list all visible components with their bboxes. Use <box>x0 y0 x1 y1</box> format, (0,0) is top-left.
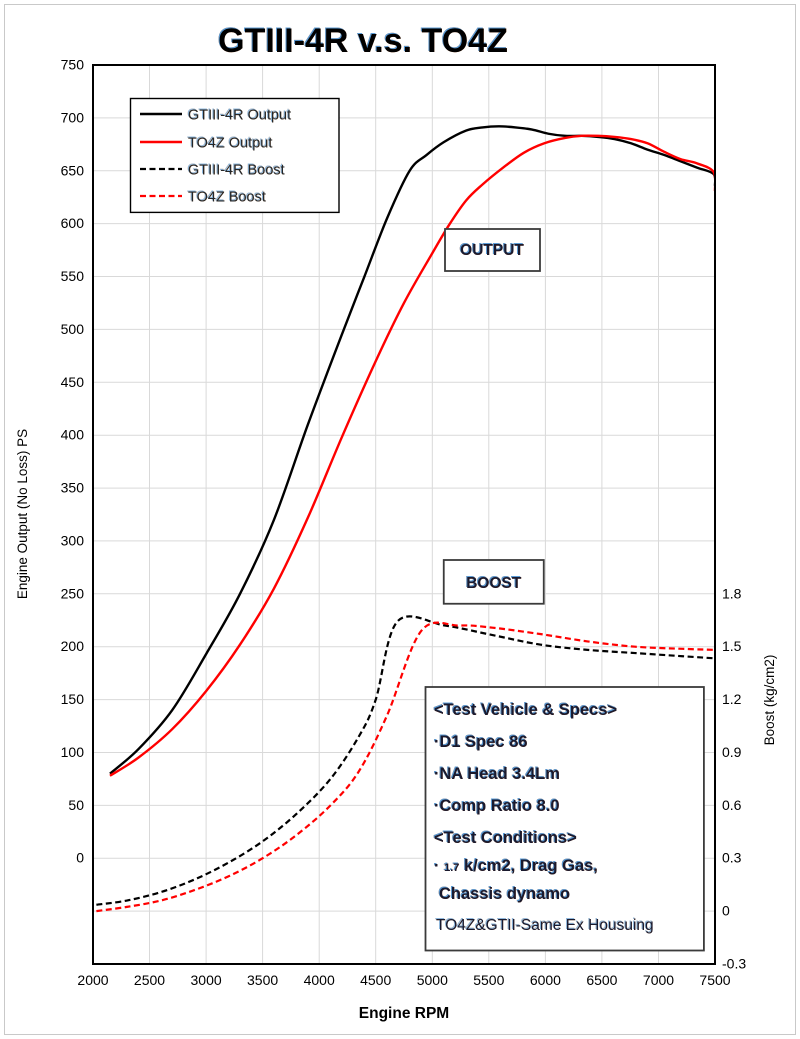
svg-text:1.2: 1.2 <box>722 691 742 707</box>
svg-text:2500: 2500 <box>134 972 165 988</box>
svg-text:TO4Z&GTII-Same Ex Housuing: TO4Z&GTII-Same Ex Housuing <box>436 917 654 934</box>
svg-text:OUTPUT: OUTPUT <box>460 242 524 259</box>
svg-text:·D1 Spec 86: ·D1 Spec 86 <box>434 733 528 751</box>
svg-text:500: 500 <box>61 321 85 337</box>
svg-text:700: 700 <box>61 109 85 125</box>
svg-text:TO4Z Output: TO4Z Output <box>188 136 272 152</box>
svg-text:750: 750 <box>61 57 85 73</box>
svg-text:Engine Output (No Loss) PS: Engine Output (No Loss) PS <box>15 429 30 599</box>
svg-text:4500: 4500 <box>360 972 391 988</box>
svg-text:GTIII-4R Output: GTIII-4R Output <box>188 108 291 124</box>
svg-text:3500: 3500 <box>247 972 278 988</box>
svg-text:0: 0 <box>76 850 84 866</box>
svg-text:<Test Vehicle & Specs>: <Test Vehicle & Specs> <box>434 701 617 719</box>
svg-text:100: 100 <box>61 744 85 760</box>
svg-text:2000: 2000 <box>77 972 108 988</box>
svg-text:50: 50 <box>68 797 84 813</box>
svg-text:400: 400 <box>61 427 85 443</box>
svg-text:250: 250 <box>61 585 85 601</box>
svg-text:0.6: 0.6 <box>722 797 742 813</box>
svg-text:GTIII-4R Boost: GTIII-4R Boost <box>188 163 285 179</box>
svg-text:TO4Z Boost: TO4Z Boost <box>188 190 266 206</box>
svg-text:6500: 6500 <box>586 972 617 988</box>
svg-text:550: 550 <box>61 268 85 284</box>
svg-text:1.5: 1.5 <box>722 638 742 654</box>
svg-text:Boost (kg/cm2): Boost (kg/cm2) <box>762 655 777 746</box>
svg-text:600: 600 <box>61 215 85 231</box>
svg-text:·NA Head 3.4Lm: ·NA Head 3.4Lm <box>434 765 560 783</box>
svg-text:5500: 5500 <box>473 972 504 988</box>
svg-text:<Test Conditions>: <Test Conditions> <box>434 829 577 847</box>
svg-text:7000: 7000 <box>643 972 674 988</box>
svg-text:0.3: 0.3 <box>722 850 742 866</box>
svg-text:5000: 5000 <box>417 972 448 988</box>
svg-text:BOOST: BOOST <box>466 575 522 592</box>
svg-text:4000: 4000 <box>304 972 335 988</box>
svg-text:6000: 6000 <box>530 972 561 988</box>
svg-text:650: 650 <box>61 162 85 178</box>
svg-text:1.8: 1.8 <box>722 585 742 601</box>
svg-text:Chassis dynamo: Chassis dynamo <box>439 885 570 903</box>
svg-text:150: 150 <box>61 691 85 707</box>
svg-text:3000: 3000 <box>191 972 222 988</box>
svg-text:350: 350 <box>61 480 85 496</box>
svg-text:-0.3: -0.3 <box>722 956 746 972</box>
svg-text:·Comp Ratio 8.0: ·Comp Ratio 8.0 <box>434 797 560 815</box>
svg-text:7500: 7500 <box>699 972 730 988</box>
svg-text:Engine RPM: Engine RPM <box>359 1005 449 1022</box>
svg-text:450: 450 <box>61 374 85 390</box>
svg-text:200: 200 <box>61 638 85 654</box>
svg-text:300: 300 <box>61 532 85 548</box>
svg-text:GTIII-4R v.s. TO4Z: GTIII-4R v.s. TO4Z <box>218 22 508 60</box>
svg-text:0.9: 0.9 <box>722 744 742 760</box>
svg-text:0: 0 <box>722 903 730 919</box>
svg-text:· 1.7 k/cm2, Drag Gas,: · 1.7 k/cm2, Drag Gas, <box>434 857 598 875</box>
